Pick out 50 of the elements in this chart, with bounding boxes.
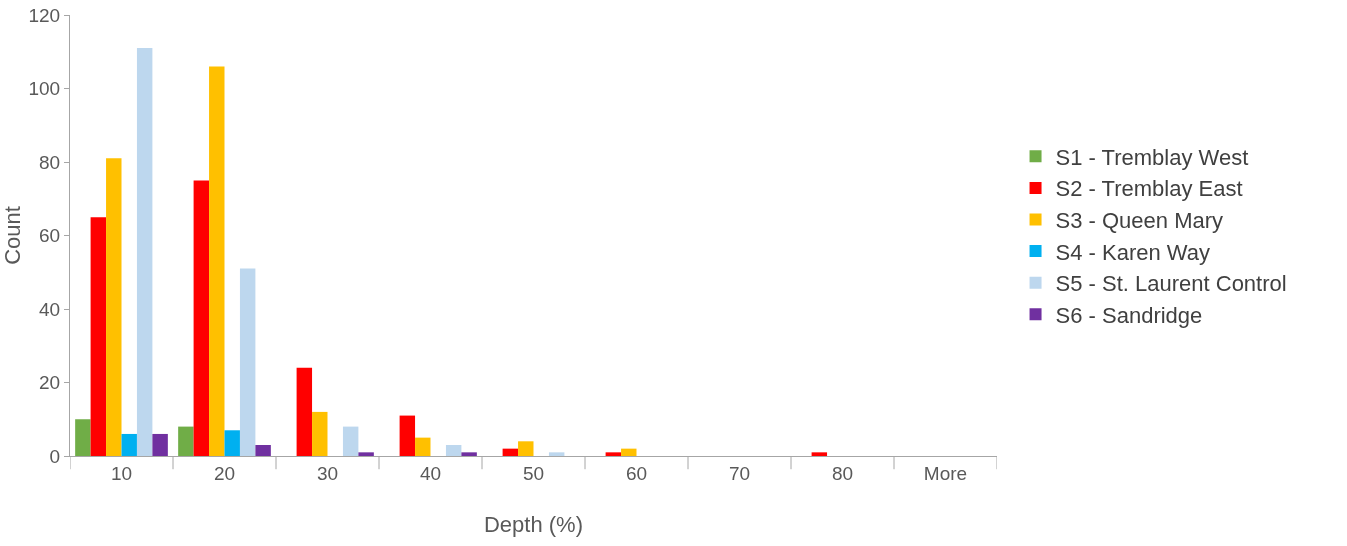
bar [445,444,462,456]
bar [90,217,107,456]
bar [399,415,416,456]
bar [209,66,225,456]
x-tick-label: 70 [728,462,751,484]
bar [342,426,359,456]
bar [502,448,519,456]
x-tick-label: 20 [213,462,236,484]
bar [461,452,477,456]
bar [811,452,828,456]
bar [152,433,168,456]
y-tick-label: 20 [39,372,61,394]
y-tick-label: 60 [39,225,61,247]
legend-label: S6 - Sandridge [1055,302,1203,328]
x-tick-label: 50 [522,462,545,484]
bar [239,268,256,456]
legend-label: S3 - Queen Mary [1055,208,1224,234]
bar [621,448,637,456]
bar [548,452,565,456]
y-tick-label: 40 [39,298,61,320]
x-tick-label: 10 [110,462,133,484]
bar [255,444,271,456]
x-tick-label: 40 [419,462,442,484]
bar [178,426,194,456]
bar [136,48,153,456]
legend-label: S5 - St. Laurent Control [1055,271,1287,297]
x-tick-label: More [923,462,968,484]
x-tick-label: 30 [316,462,339,484]
bar [358,452,374,456]
bar [106,158,122,456]
bar [312,411,328,456]
bar [415,437,431,456]
legend-label: S2 - Tremblay East [1055,176,1243,202]
legend-label: S1 - Tremblay West [1055,144,1249,170]
bar [518,441,534,456]
legend-label: S4 - Karen Way [1055,239,1211,265]
x-tick-label: 80 [831,462,854,484]
y-tick-label: 0 [49,445,61,467]
bar [75,419,91,456]
bar [121,433,137,456]
x-axis-title: Depth (%) [483,512,584,537]
y-tick-label: 80 [39,151,61,173]
y-tick-label: 100 [28,78,61,100]
bar [296,367,313,456]
bar [224,430,240,456]
y-tick-label: 120 [28,4,61,26]
bar [605,452,622,456]
x-tick-label: 60 [625,462,648,484]
bar [193,180,210,456]
y-axis-title: Count [0,206,25,265]
